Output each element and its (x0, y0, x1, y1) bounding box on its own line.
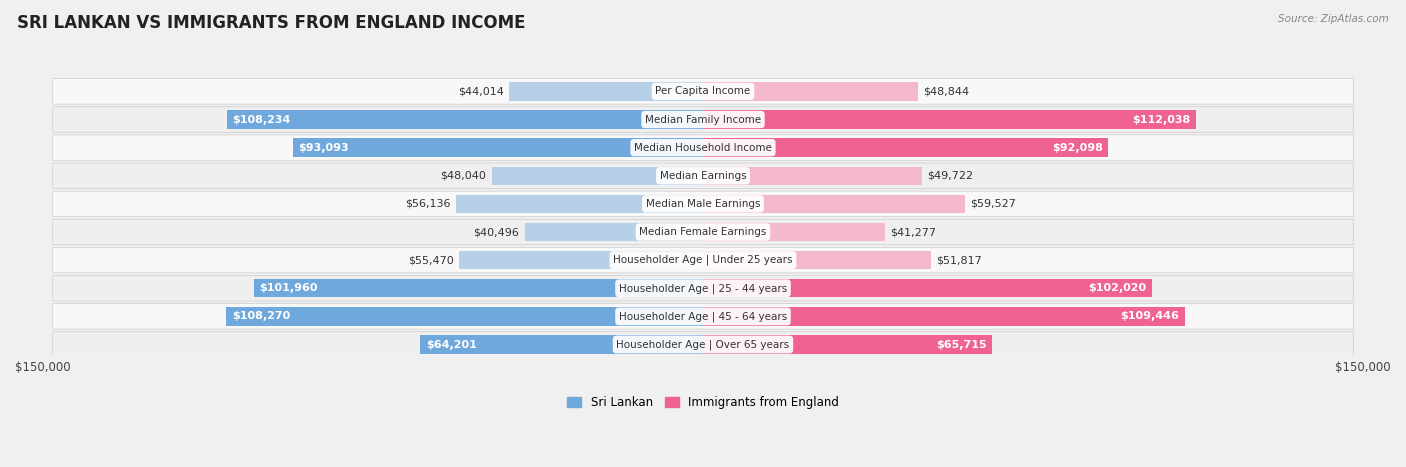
Text: Median Family Income: Median Family Income (645, 114, 761, 125)
Bar (524, 223, 703, 241)
Bar (458, 251, 703, 269)
Text: $51,817: $51,817 (936, 255, 983, 265)
Text: $48,844: $48,844 (924, 86, 969, 96)
Text: $108,270: $108,270 (232, 311, 290, 321)
Bar (294, 138, 703, 157)
Text: Median Earnings: Median Earnings (659, 171, 747, 181)
Bar (703, 195, 965, 213)
FancyBboxPatch shape (52, 163, 1354, 189)
Text: $101,960: $101,960 (260, 283, 318, 293)
Bar (703, 335, 993, 354)
Text: $56,136: $56,136 (405, 199, 451, 209)
Text: $48,040: $48,040 (440, 171, 486, 181)
Text: $109,446: $109,446 (1121, 311, 1180, 321)
Bar (226, 110, 703, 129)
Text: $41,277: $41,277 (890, 227, 936, 237)
Text: $108,234: $108,234 (232, 114, 290, 125)
Text: $93,093: $93,093 (298, 142, 349, 153)
Text: $92,098: $92,098 (1052, 142, 1104, 153)
Bar (703, 110, 1197, 129)
Text: Householder Age | 25 - 44 years: Householder Age | 25 - 44 years (619, 283, 787, 293)
Text: Householder Age | 45 - 64 years: Householder Age | 45 - 64 years (619, 311, 787, 322)
Text: $102,020: $102,020 (1088, 283, 1147, 293)
FancyBboxPatch shape (52, 332, 1354, 357)
Bar (492, 167, 703, 185)
Text: Median Female Earnings: Median Female Earnings (640, 227, 766, 237)
Text: Householder Age | Over 65 years: Householder Age | Over 65 years (616, 339, 790, 350)
Text: $59,527: $59,527 (970, 199, 1017, 209)
Bar (703, 251, 931, 269)
Text: $55,470: $55,470 (408, 255, 454, 265)
Bar (703, 82, 918, 100)
Text: Median Male Earnings: Median Male Earnings (645, 199, 761, 209)
FancyBboxPatch shape (52, 107, 1354, 132)
FancyBboxPatch shape (52, 248, 1354, 273)
FancyBboxPatch shape (52, 219, 1354, 245)
Legend: Sri Lankan, Immigrants from England: Sri Lankan, Immigrants from England (562, 392, 844, 414)
Bar (420, 335, 703, 354)
Bar (254, 279, 703, 297)
Bar (703, 167, 922, 185)
FancyBboxPatch shape (52, 135, 1354, 160)
Bar (226, 307, 703, 325)
Text: Householder Age | Under 25 years: Householder Age | Under 25 years (613, 255, 793, 265)
Bar (456, 195, 703, 213)
Text: $112,038: $112,038 (1133, 114, 1191, 125)
Text: SRI LANKAN VS IMMIGRANTS FROM ENGLAND INCOME: SRI LANKAN VS IMMIGRANTS FROM ENGLAND IN… (17, 14, 526, 32)
Text: $44,014: $44,014 (458, 86, 503, 96)
Text: Median Household Income: Median Household Income (634, 142, 772, 153)
Text: $65,715: $65,715 (936, 340, 987, 349)
Text: Source: ZipAtlas.com: Source: ZipAtlas.com (1278, 14, 1389, 24)
Text: $40,496: $40,496 (474, 227, 519, 237)
FancyBboxPatch shape (52, 191, 1354, 217)
Text: $64,201: $64,201 (426, 340, 477, 349)
Text: Per Capita Income: Per Capita Income (655, 86, 751, 96)
Bar (703, 223, 884, 241)
FancyBboxPatch shape (52, 276, 1354, 301)
Text: $49,722: $49,722 (927, 171, 973, 181)
Bar (509, 82, 703, 100)
Bar (703, 307, 1185, 325)
FancyBboxPatch shape (52, 304, 1354, 329)
Bar (703, 279, 1152, 297)
FancyBboxPatch shape (52, 78, 1354, 104)
Bar (703, 138, 1108, 157)
